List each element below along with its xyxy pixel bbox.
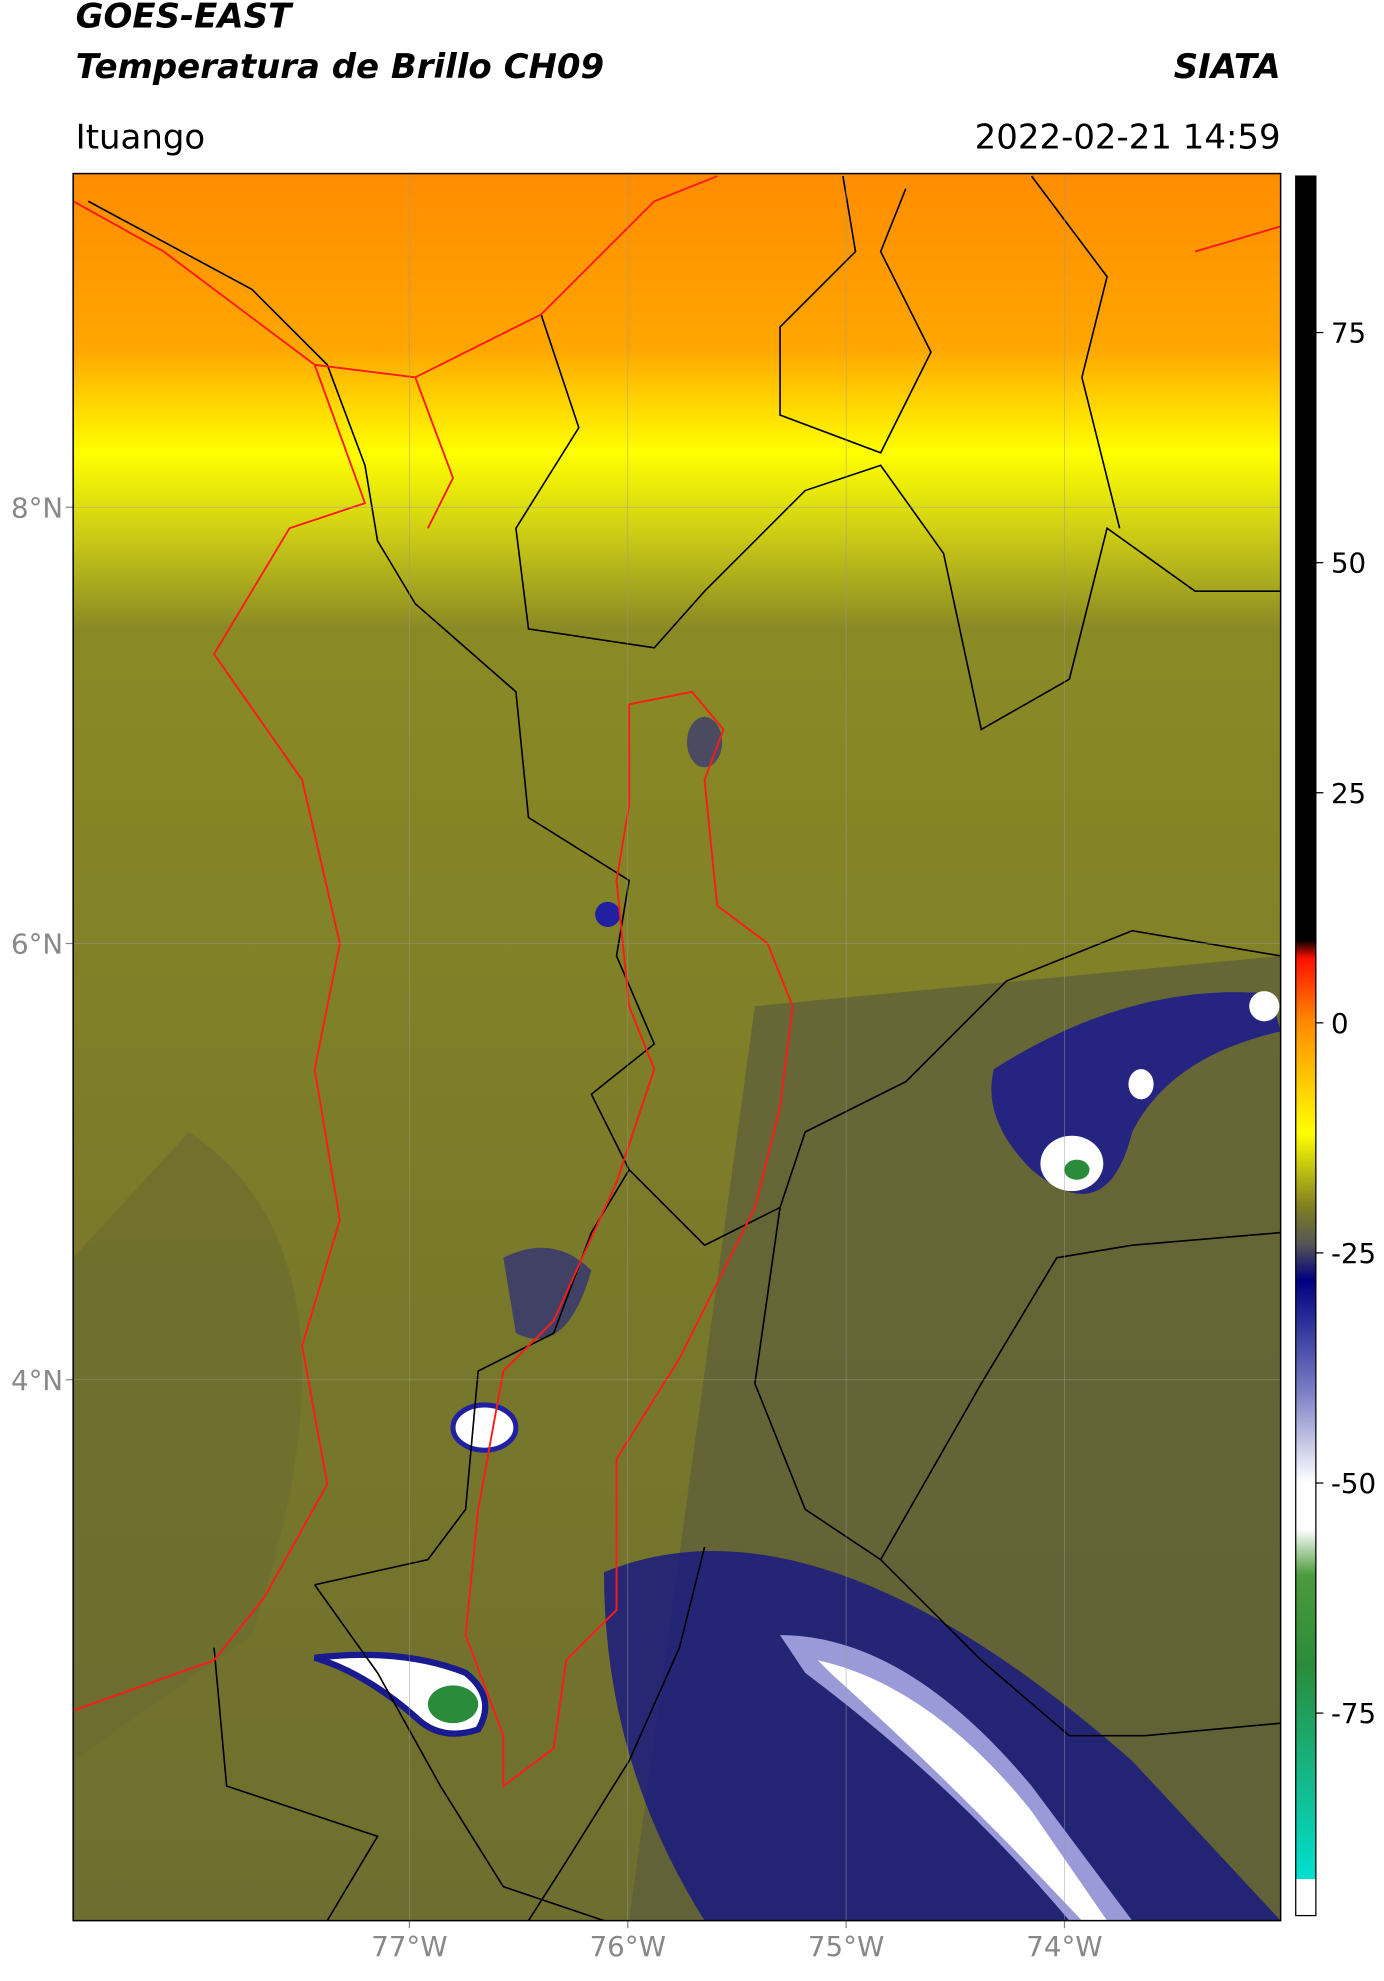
x-tick-label: 74°W bbox=[1026, 1930, 1102, 1963]
brand: SIATA bbox=[1174, 47, 1281, 87]
colorbar bbox=[1295, 175, 1317, 1917]
timestamp: 2022-02-21 14:59 bbox=[975, 117, 1281, 157]
x-tick-label: 76°W bbox=[590, 1930, 666, 1963]
colorbar-tick-label: -25 bbox=[1331, 1237, 1376, 1270]
colorbar-tick-label: 50 bbox=[1331, 547, 1366, 580]
x-tick-label: 77°W bbox=[371, 1930, 447, 1963]
map-image bbox=[73, 173, 1281, 1921]
grid: 77°W 76°W 75°W 74°W 8°N 6°N 4°N bbox=[11, 173, 1281, 1963]
colorbar-tick-label: 0 bbox=[1331, 1007, 1349, 1040]
colorbar-tick-label: -50 bbox=[1331, 1467, 1376, 1500]
colorbar-tick-label: 75 bbox=[1331, 317, 1366, 350]
y-tick-label: 4°N bbox=[11, 1364, 63, 1397]
title: Temperatura de Brillo CH09 bbox=[76, 47, 604, 87]
x-tick-label: 75°W bbox=[808, 1930, 884, 1963]
y-tick-label: 6°N bbox=[11, 928, 63, 961]
map-frame bbox=[72, 172, 1282, 1922]
region: Ituango bbox=[76, 117, 206, 157]
colorbar-tick-label: 25 bbox=[1331, 777, 1366, 810]
source: GOES-EAST bbox=[76, 0, 294, 37]
y-tick-label: 8°N bbox=[11, 491, 63, 524]
colorbar-tick-label: -75 bbox=[1331, 1697, 1376, 1730]
